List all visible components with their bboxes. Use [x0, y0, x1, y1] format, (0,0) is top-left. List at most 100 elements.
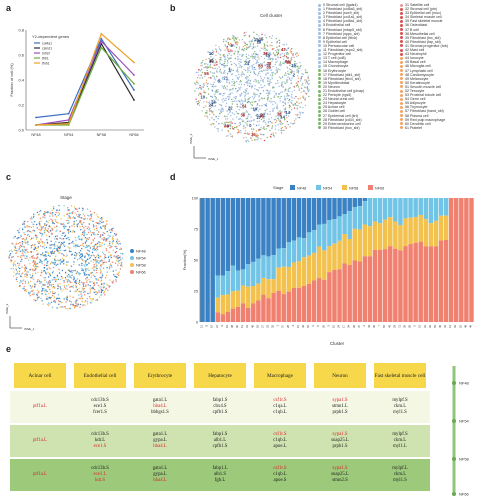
- cell-point: [61, 301, 63, 304]
- cell-point: [217, 117, 219, 120]
- cell-point: [274, 128, 277, 130]
- cell-point: [70, 265, 73, 267]
- cluster-legend-label: 3 Fibroblast (col1a1_sbl): [323, 15, 363, 20]
- stage-axis-dot: [452, 419, 456, 423]
- cell-point: [82, 213, 85, 215]
- cell-point: [251, 48, 253, 50]
- cell-point: [237, 37, 239, 39]
- cell-point: [101, 282, 103, 285]
- data-point: [100, 32, 103, 35]
- cell-point: [296, 84, 299, 86]
- cell-point: [222, 55, 225, 57]
- cluster-legend-label: 24 Hepatocyte: [323, 101, 347, 106]
- legend-label: tnfrsf: [42, 52, 50, 56]
- cell-point: [292, 104, 294, 106]
- cell-point: [63, 215, 65, 217]
- cell-point: [281, 82, 283, 85]
- cell-point: [277, 57, 279, 59]
- legend-swatch: [318, 89, 321, 93]
- cell-point: [63, 249, 65, 252]
- cell-point: [120, 252, 122, 255]
- cell-point: [256, 121, 259, 123]
- cell-point: [284, 125, 286, 128]
- cell-point: [295, 85, 298, 87]
- bar-segment: [311, 198, 317, 231]
- cell-point: [45, 234, 48, 236]
- cell-point: [26, 251, 29, 253]
- cluster-number: 56: [204, 71, 209, 76]
- cluster-legend-item: 12 Progenitor cell: [318, 52, 364, 56]
- cell-point: [237, 77, 239, 80]
- cell-point: [261, 115, 263, 117]
- cell-point: [19, 242, 21, 244]
- cell-point: [86, 303, 89, 305]
- cell-point: [203, 84, 205, 87]
- cluster-legend-label: 23 Neural crest cell: [323, 97, 354, 102]
- cell-point: [71, 272, 74, 274]
- cell-point: [8, 257, 10, 259]
- legend-swatch: [400, 64, 403, 68]
- cell-point: [286, 97, 289, 100]
- cell-point: [96, 272, 98, 274]
- cell-point: [45, 293, 47, 295]
- cell-point: [250, 136, 252, 139]
- cell-point: [47, 264, 49, 267]
- cluster-legend-label: 27 Epidermal cell (krt): [323, 113, 358, 118]
- cell-point: [244, 132, 246, 135]
- cell-point: [233, 83, 235, 85]
- cell-point: [49, 263, 52, 265]
- cell-point: [231, 103, 233, 105]
- cell-point: [267, 113, 269, 115]
- cell-point: [209, 71, 212, 73]
- cell-point: [82, 285, 85, 287]
- cell-point: [307, 89, 309, 92]
- cell-point: [200, 62, 202, 64]
- cell-point: [255, 114, 257, 117]
- bar-segment: [296, 261, 302, 288]
- cell-point: [19, 282, 21, 284]
- cell-point: [280, 127, 282, 130]
- cell-point: [120, 262, 122, 264]
- cell-point: [115, 279, 117, 281]
- cluster-legend-label: 28 Fibroblast (cd34_sbl): [323, 117, 362, 122]
- cell-point: [80, 291, 82, 293]
- cell-point: [102, 283, 105, 285]
- bar-segment: [266, 298, 271, 322]
- cell-point: [34, 268, 37, 270]
- legend-swatch: [400, 3, 403, 7]
- bar-segment: [443, 215, 449, 240]
- cluster-number: 6: [218, 79, 221, 84]
- cell-point: [273, 54, 276, 56]
- cell-point: [70, 212, 72, 215]
- legend-swatch: [400, 118, 403, 122]
- cell-point: [74, 302, 77, 304]
- cell-point: [74, 280, 76, 283]
- cell-point: [272, 110, 274, 112]
- cluster-number: 24: [209, 103, 214, 108]
- marker-gene: sypa1.S: [332, 431, 348, 437]
- cell-point: [44, 223, 46, 225]
- cell-point: [47, 298, 49, 300]
- cell-point: [236, 100, 238, 103]
- cell-point: [76, 278, 79, 280]
- cell-point: [102, 232, 105, 234]
- cell-point: [13, 237, 15, 239]
- cell-point: [218, 46, 220, 48]
- cell-point: [88, 253, 91, 256]
- cell-point: [271, 35, 274, 37]
- cell-point: [92, 298, 95, 300]
- cell-point: [78, 215, 81, 217]
- cell-point: [39, 282, 41, 284]
- marker-gene: fgb.L: [214, 478, 226, 484]
- cell-point: [82, 208, 85, 210]
- cell-point: [245, 59, 247, 61]
- cell-point: [83, 227, 85, 229]
- cell-point: [53, 222, 55, 225]
- cell-point: [256, 45, 259, 47]
- marker-gene: sypa1.S: [332, 465, 348, 471]
- cell-point: [62, 232, 64, 234]
- cell-point: [233, 36, 236, 38]
- cell-point: [54, 245, 56, 247]
- cell-point: [277, 68, 279, 70]
- legend-swatch: [400, 52, 403, 56]
